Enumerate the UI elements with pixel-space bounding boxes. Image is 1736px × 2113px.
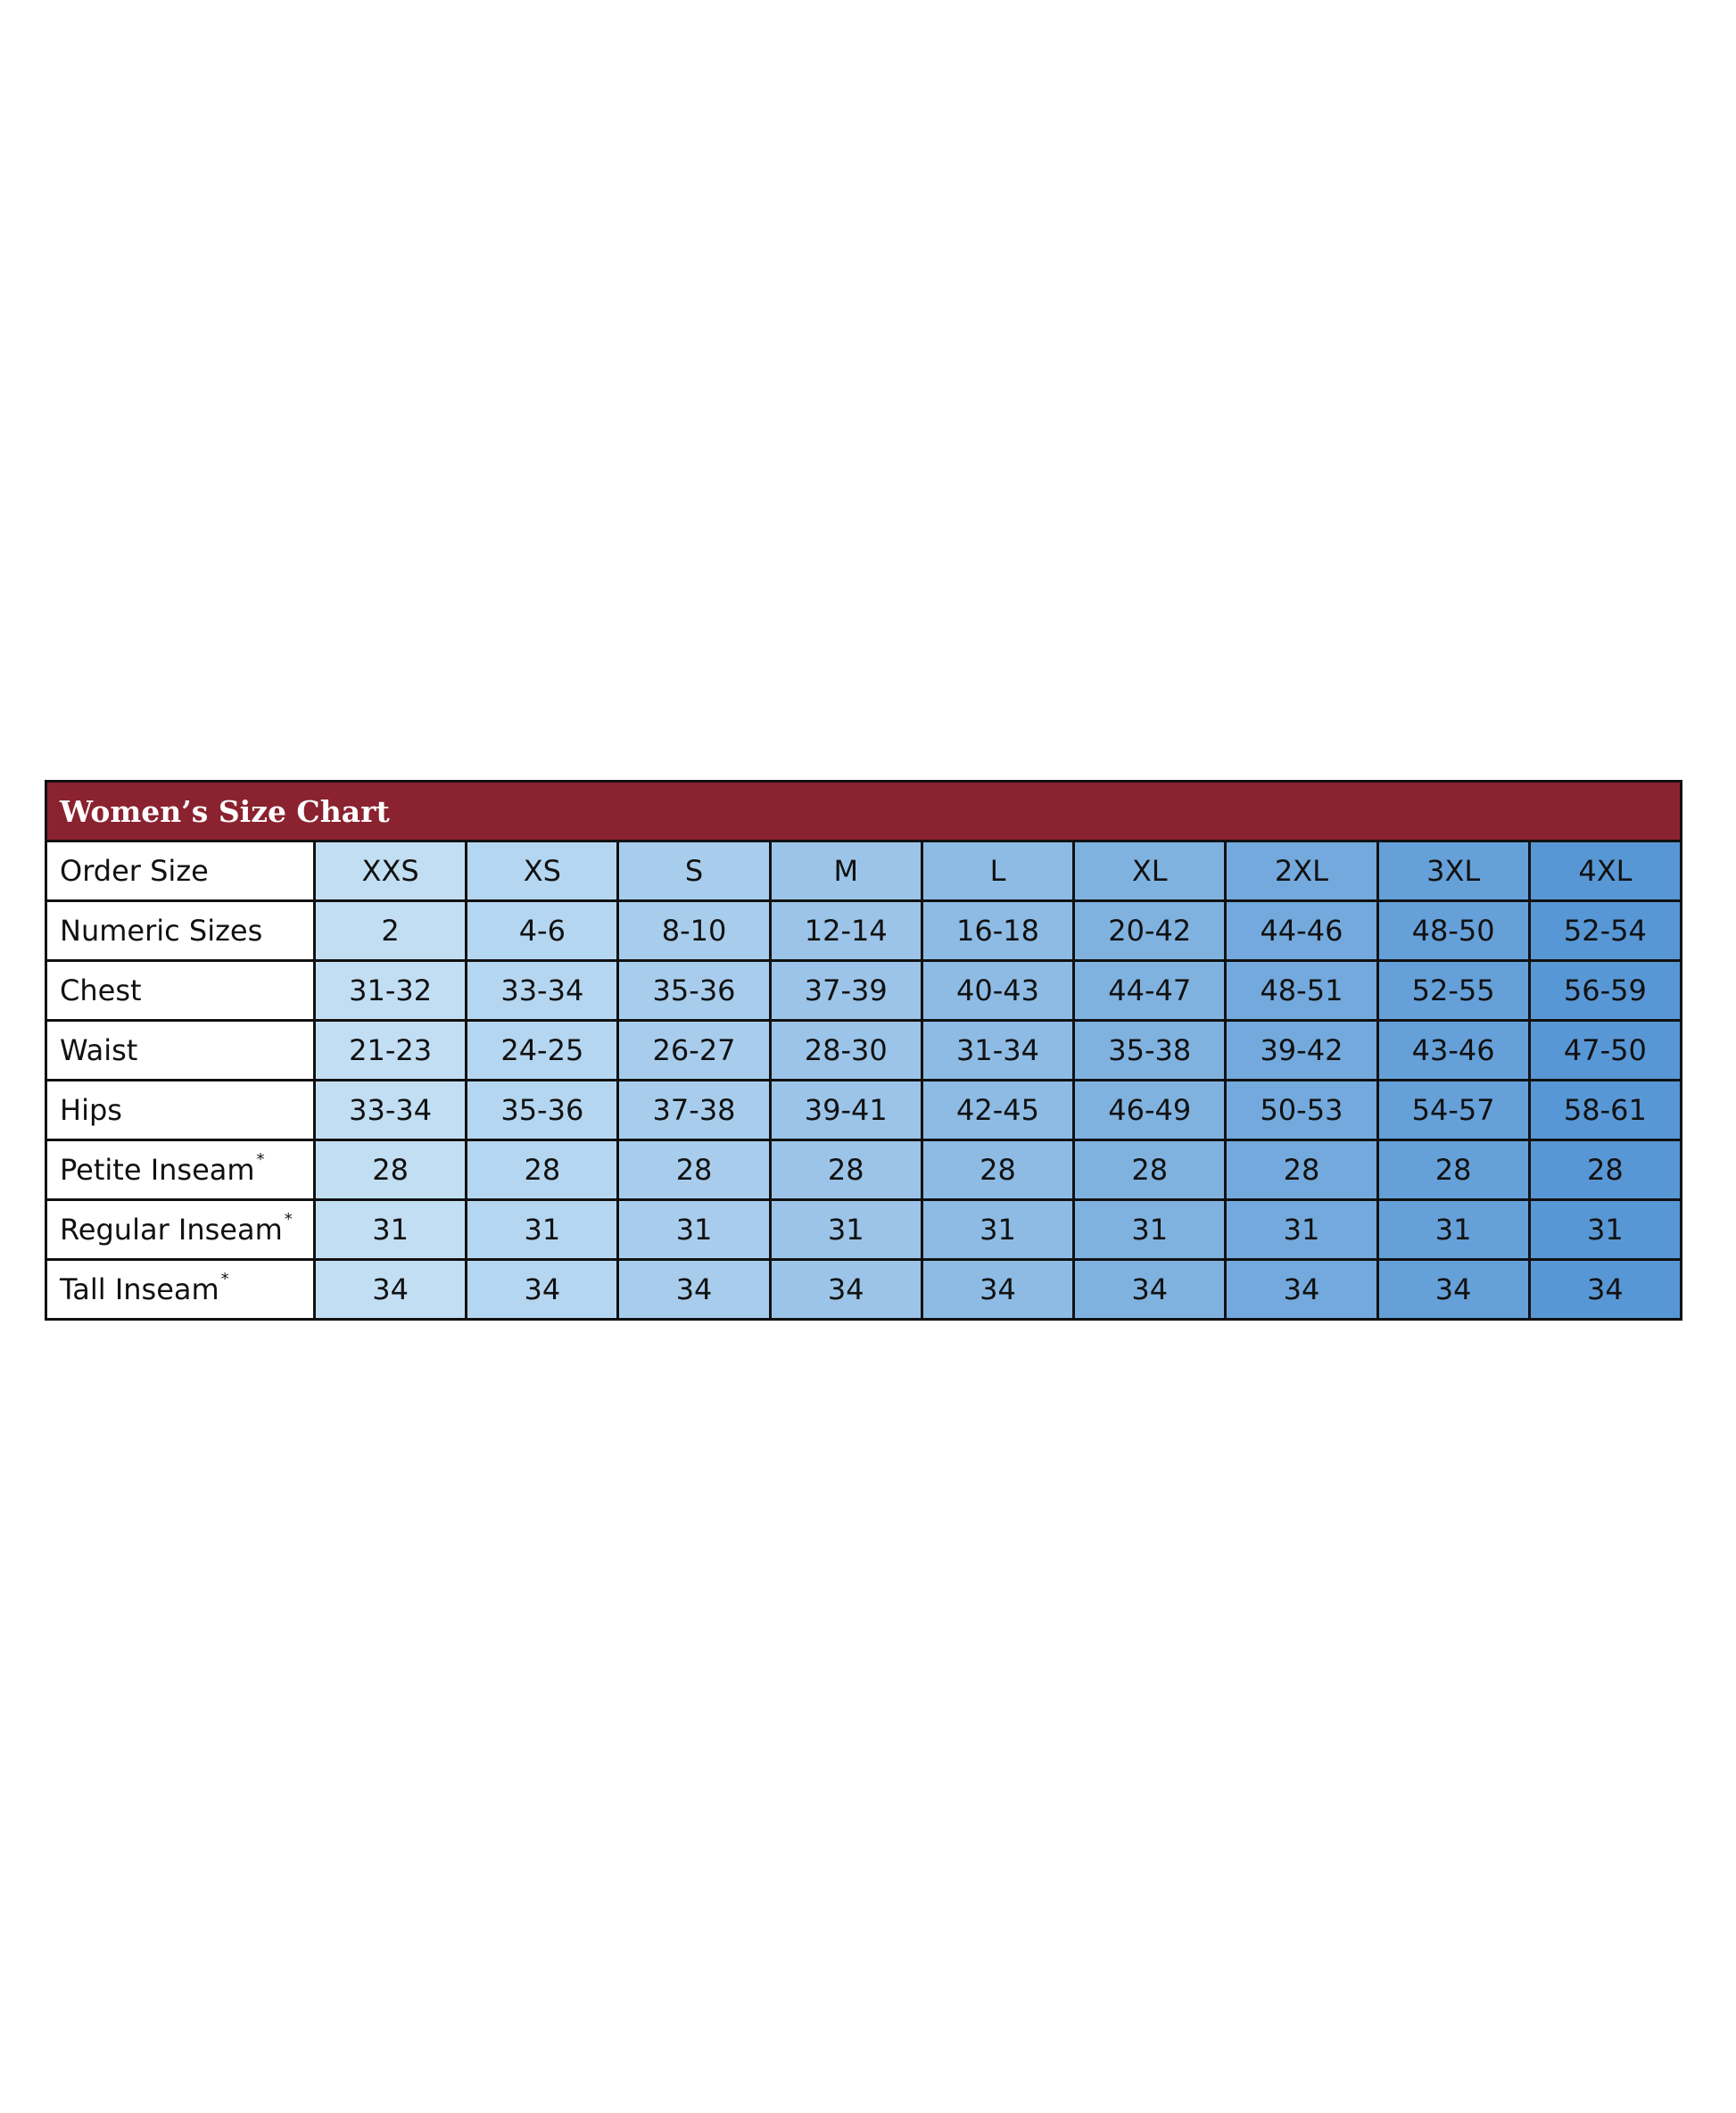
row-label-text: Petite Inseam — [60, 1153, 255, 1187]
size-cell: 34 — [1227, 1261, 1376, 1318]
size-cell: 39-42 — [1227, 1022, 1376, 1079]
size-cell: 44-47 — [1075, 962, 1225, 1019]
size-cell: 33-34 — [467, 962, 617, 1019]
size-cell: 31-34 — [922, 1022, 1073, 1079]
size-cell: 28 — [1530, 1141, 1680, 1198]
size-cell: 34 — [316, 1261, 466, 1318]
footnote-mark: * — [284, 1210, 293, 1229]
column-header: L — [922, 842, 1073, 899]
size-cell: 31 — [1378, 1201, 1528, 1258]
row-label: Hips — [47, 1081, 313, 1139]
size-cell: 31 — [1075, 1201, 1225, 1258]
size-cell: 34 — [619, 1261, 769, 1318]
size-cell: 43-46 — [1378, 1022, 1528, 1079]
table-title: Women’s Size Chart — [47, 783, 1680, 840]
row-label: Waist — [47, 1022, 313, 1079]
size-cell: 58-61 — [1530, 1081, 1680, 1139]
size-cell: 48-51 — [1227, 962, 1376, 1019]
size-cell: 28-30 — [771, 1022, 921, 1079]
size-cell: 31 — [316, 1201, 466, 1258]
size-cell: 52-54 — [1530, 902, 1680, 959]
size-cell: 8-10 — [619, 902, 769, 959]
row-label-text: Chest — [60, 974, 142, 1007]
size-cell: 35-36 — [467, 1081, 617, 1139]
size-cell: 31 — [922, 1201, 1073, 1258]
size-cell: 31 — [1227, 1201, 1376, 1258]
footnote-mark: * — [220, 1270, 229, 1289]
row-label-text: Numeric Sizes — [60, 914, 263, 948]
size-cell: 16-18 — [922, 902, 1073, 959]
size-cell: 28 — [316, 1141, 466, 1198]
size-cell: 28 — [467, 1141, 617, 1198]
row-label: Tall Inseam * — [47, 1261, 313, 1318]
row-label-text: Regular Inseam — [60, 1213, 283, 1247]
size-cell: 34 — [771, 1261, 921, 1318]
row-label-text: Waist — [60, 1033, 138, 1067]
size-cell: 28 — [619, 1141, 769, 1198]
size-cell: 31 — [619, 1201, 769, 1258]
size-cell: 42-45 — [922, 1081, 1073, 1139]
row-label-text: Tall Inseam — [60, 1272, 219, 1306]
size-cell: 33-34 — [316, 1081, 466, 1139]
size-cell: 28 — [1075, 1141, 1225, 1198]
size-cell: 21-23 — [316, 1022, 466, 1079]
corner-label: Order Size — [47, 842, 313, 899]
size-cell: 46-49 — [1075, 1081, 1225, 1139]
row-label: Numeric Sizes — [47, 902, 313, 959]
size-cell: 28 — [922, 1141, 1073, 1198]
column-header: 4XL — [1530, 842, 1680, 899]
size-cell: 31 — [467, 1201, 617, 1258]
column-header: XXS — [316, 842, 466, 899]
row-label: Chest — [47, 962, 313, 1019]
row-label: Petite Inseam * — [47, 1141, 313, 1198]
column-header: S — [619, 842, 769, 899]
column-header: 2XL — [1227, 842, 1376, 899]
size-cell: 34 — [467, 1261, 617, 1318]
size-cell: 2 — [316, 902, 466, 959]
size-cell: 31 — [1530, 1201, 1680, 1258]
size-cell: 34 — [1378, 1261, 1528, 1318]
column-header: 3XL — [1378, 842, 1528, 899]
size-cell: 24-25 — [467, 1022, 617, 1079]
size-cell: 34 — [922, 1261, 1073, 1318]
size-cell: 48-50 — [1378, 902, 1528, 959]
size-cell: 39-41 — [771, 1081, 921, 1139]
size-cell: 50-53 — [1227, 1081, 1376, 1139]
size-cell: 12-14 — [771, 902, 921, 959]
footnote-mark: * — [256, 1150, 265, 1169]
size-cell: 20-42 — [1075, 902, 1225, 959]
column-header: XL — [1075, 842, 1225, 899]
size-cell: 37-38 — [619, 1081, 769, 1139]
column-header: XS — [467, 842, 617, 899]
size-cell: 35-36 — [619, 962, 769, 1019]
column-header: M — [771, 842, 921, 899]
size-cell: 56-59 — [1530, 962, 1680, 1019]
size-cell: 34 — [1075, 1261, 1225, 1318]
size-cell: 40-43 — [922, 962, 1073, 1019]
size-cell: 31-32 — [316, 962, 466, 1019]
size-cell: 52-55 — [1378, 962, 1528, 1019]
size-cell: 28 — [771, 1141, 921, 1198]
row-label: Regular Inseam * — [47, 1201, 313, 1258]
size-cell: 35-38 — [1075, 1022, 1225, 1079]
size-cell: 44-46 — [1227, 902, 1376, 959]
size-cell: 34 — [1530, 1261, 1680, 1318]
size-cell: 28 — [1378, 1141, 1528, 1198]
row-label-text: Hips — [60, 1093, 122, 1127]
size-cell: 28 — [1227, 1141, 1376, 1198]
size-cell: 4-6 — [467, 902, 617, 959]
size-cell: 37-39 — [771, 962, 921, 1019]
size-cell: 26-27 — [619, 1022, 769, 1079]
size-chart-table: Women’s Size Chart Order Size XXS XS S M L XL… — [45, 780, 1682, 1321]
size-cell: 47-50 — [1530, 1022, 1680, 1079]
size-cell: 54-57 — [1378, 1081, 1528, 1139]
size-cell: 31 — [771, 1201, 921, 1258]
